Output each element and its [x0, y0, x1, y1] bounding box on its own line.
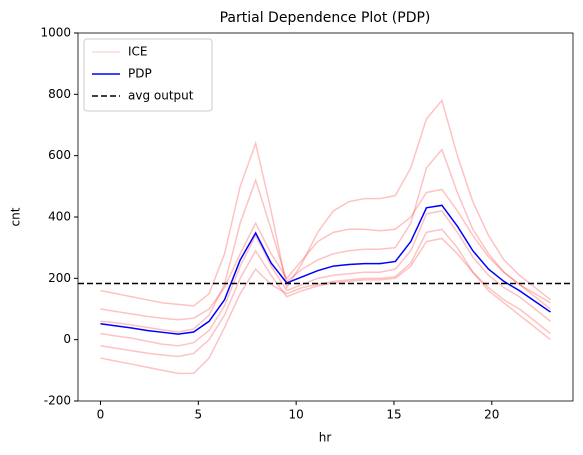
ice-line — [100, 188, 551, 321]
x-tick-label: 0 — [97, 408, 105, 422]
legend-label: avg output — [128, 89, 194, 103]
legend-label: PDP — [128, 67, 152, 81]
plot-frame — [77, 32, 574, 402]
ice-line — [100, 228, 551, 375]
chart-title: Partial Dependence Plot (PDP) — [220, 10, 431, 26]
x-axis-label: hr — [319, 431, 332, 445]
y-tick-label: 1000 — [40, 26, 71, 40]
y-tick-label: 600 — [48, 148, 71, 162]
ice-line — [100, 98, 551, 307]
legend-label: ICE — [128, 45, 148, 59]
y-tick-label: 800 — [48, 87, 71, 101]
y-tick-label: 0 — [63, 332, 71, 346]
x-tick-label: 20 — [484, 408, 499, 422]
x-tick-label: 15 — [386, 408, 401, 422]
pdp-line — [100, 204, 551, 335]
ice-line — [100, 148, 551, 333]
legend-box — [83, 38, 213, 112]
y-axis-label: cnt — [9, 207, 23, 226]
ice-line — [100, 210, 551, 347]
ice-line — [100, 237, 551, 358]
x-tick-label: 10 — [289, 408, 304, 422]
y-tick-label: 200 — [48, 271, 71, 285]
y-tick-label: -200 — [44, 394, 71, 408]
y-tick-label: 400 — [48, 210, 71, 224]
x-tick-label: 5 — [195, 408, 203, 422]
